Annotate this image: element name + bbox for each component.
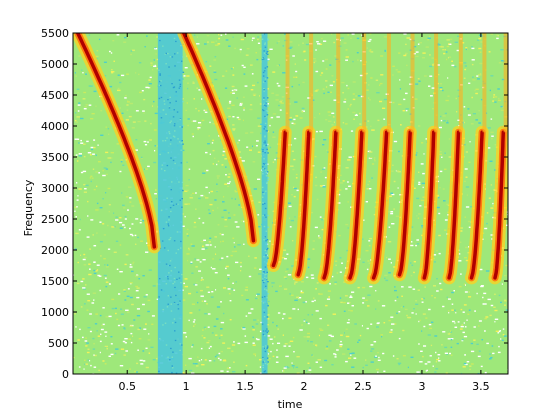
y-tick-label: 500 [48,337,69,350]
chirp-9 [417,33,441,285]
x-tick-label: 1 [183,380,190,393]
quiet-band [157,33,183,374]
y-tick-label: 4500 [41,89,69,102]
chirp-10 [442,33,465,285]
chirp-4 [291,33,316,282]
y-tick-label: 5500 [41,27,69,40]
chirp-8 [393,33,417,282]
y-tick-label: 3500 [41,151,69,164]
y-tick-label: 3000 [41,182,69,195]
plot-frame [72,32,509,375]
x-tick-label: 0.5 [118,380,136,393]
y-tick-label: 1000 [41,306,69,319]
x-tick-label: 2.5 [354,380,372,393]
quiet-bands [157,33,269,374]
chirp-3 [266,33,292,272]
y-tick-label: 4000 [41,120,69,133]
y-tick-label: 2500 [41,213,69,226]
chirp-7 [367,33,394,285]
chirp-5 [317,33,343,285]
x-axis: 0.5 1 1.5 2 2.5 3 3.5 [118,33,490,393]
chirp-2 [177,33,260,248]
y-axis: 0 500 1000 1500 2000 2500 3000 3500 4000 4500 5000… [41,27,508,381]
chirp-1 [73,33,161,254]
chirp-11 [465,33,489,285]
y-tick-label: 0 [62,368,69,381]
x-tick-label: 3 [418,380,425,393]
y-tick-label: 1500 [41,275,69,288]
x-tick-label: 2 [301,380,308,393]
x-tick-label: 3.5 [472,380,490,393]
x-tick-label: 1.5 [236,380,254,393]
chirp-12 [488,33,508,285]
chirp-series [73,33,508,285]
x-axis-label: time [278,398,303,411]
chirp-6 [343,33,369,285]
y-axis-label: Frequency [22,179,35,236]
y-tick-label: 2000 [41,244,69,257]
y-tick-label: 5000 [41,58,69,71]
